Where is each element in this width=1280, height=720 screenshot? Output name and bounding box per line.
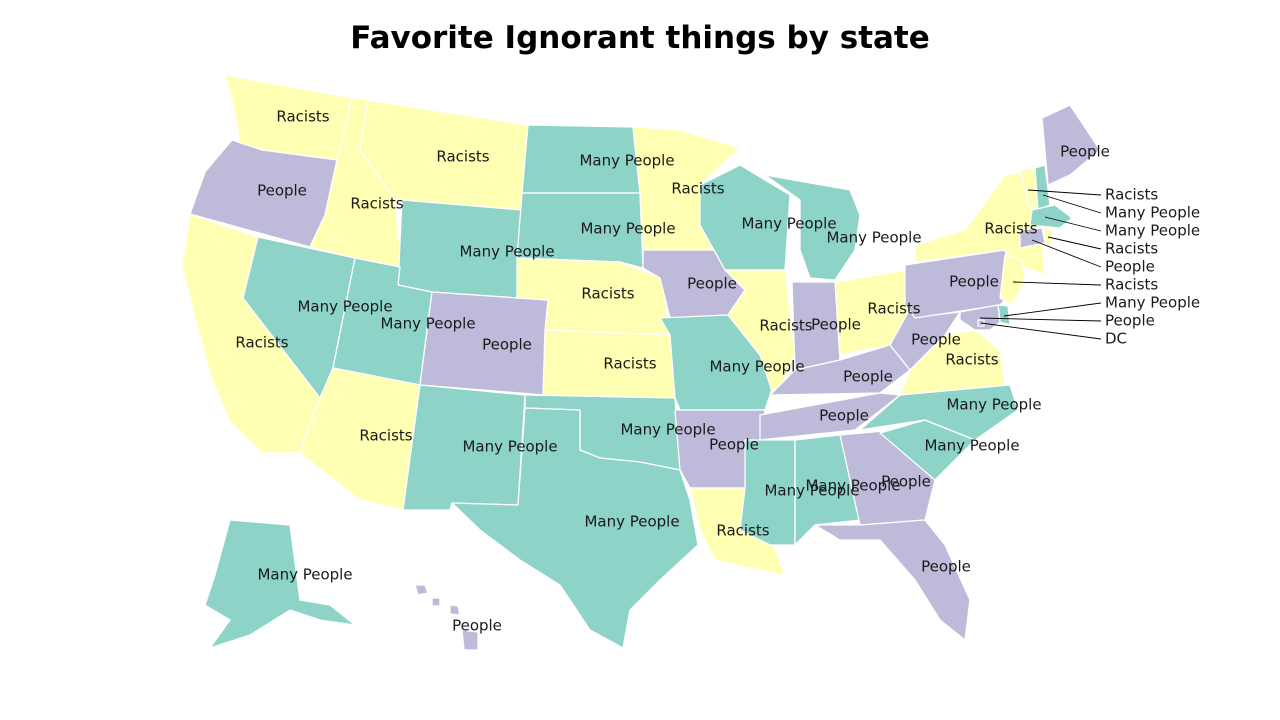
leader-vt xyxy=(1027,189,1102,196)
state-label-ok: Many People xyxy=(620,421,715,439)
state-fl xyxy=(814,519,971,641)
state-label-co: People xyxy=(482,336,532,354)
callout-label-md: People xyxy=(1105,312,1155,330)
state-ak xyxy=(204,519,356,649)
state-nj xyxy=(999,254,1026,306)
state-label-nd: Many People xyxy=(579,152,674,170)
state-hi xyxy=(414,584,479,651)
state-label-ak: Many People xyxy=(257,566,352,584)
callout-label-dc: DC xyxy=(1105,330,1127,348)
state-label-or: People xyxy=(257,182,307,200)
state-label-az: Racists xyxy=(359,427,412,445)
state-label-sc: Many People xyxy=(924,437,1019,455)
callout-label-vt: Racists xyxy=(1105,186,1158,204)
state-ny xyxy=(914,169,1046,276)
state-tx xyxy=(451,407,699,649)
leader-nh xyxy=(1042,194,1102,214)
state-label-sd: Many People xyxy=(580,220,675,238)
callout-label-ct: People xyxy=(1105,258,1155,276)
callout-label-de: Many People xyxy=(1105,294,1200,312)
leader-md xyxy=(979,317,1102,322)
state-label-hi: People xyxy=(452,617,502,635)
state-label-mo: Many People xyxy=(709,358,804,376)
callout-leader-lines xyxy=(979,189,1102,340)
state-ma xyxy=(1029,204,1073,229)
state-nh xyxy=(1034,164,1051,211)
leader-nj xyxy=(1012,281,1102,286)
state-shapes xyxy=(181,74,1101,651)
state-label-tx: Many People xyxy=(584,513,679,531)
state-label-nc: Many People xyxy=(946,396,1041,414)
state-label-ar: People xyxy=(709,436,759,454)
state-me xyxy=(1041,104,1101,186)
state-label-wi: Many People xyxy=(741,215,836,233)
state-label-ky: People xyxy=(843,368,893,386)
state-label-me: People xyxy=(1060,143,1110,161)
leader-ct xyxy=(1031,239,1102,268)
state-nc xyxy=(859,384,1019,441)
state-label-nm: Many People xyxy=(462,438,557,456)
state-label-in: People xyxy=(811,316,861,334)
state-label-fl: People xyxy=(921,558,971,576)
leader-ma xyxy=(1044,216,1102,232)
state-label-tn: People xyxy=(819,407,869,425)
state-label-mn: Racists xyxy=(671,180,724,198)
map-title: Favorite Ignorant things by state xyxy=(350,20,930,56)
state-label-mi: Many People xyxy=(826,229,921,247)
state-mi xyxy=(764,174,861,281)
leader-ri xyxy=(1047,236,1102,250)
state-label-wa: Racists xyxy=(276,108,329,126)
callout-label-ri: Racists xyxy=(1105,240,1158,258)
state-label-ks: Racists xyxy=(603,355,656,373)
state-label-la: Racists xyxy=(716,522,769,540)
state-label-oh: Racists xyxy=(867,300,920,318)
state-label-wy: Many People xyxy=(459,243,554,261)
state-label-wv: People xyxy=(911,331,961,349)
state-label-ms: Many People xyxy=(764,482,859,500)
state-tn xyxy=(759,392,901,441)
state-label-ia: People xyxy=(687,275,737,293)
leader-dc xyxy=(980,322,1102,340)
state-label-al: Many People xyxy=(805,477,900,495)
state-label-ca: Racists xyxy=(235,334,288,352)
state-sd xyxy=(516,192,644,269)
leader-de xyxy=(1003,302,1102,317)
state-label-id: Racists xyxy=(350,195,403,213)
callout-label-nj: Racists xyxy=(1105,276,1158,294)
state-il xyxy=(724,269,796,401)
state-label-mt: Racists xyxy=(436,148,489,166)
state-al xyxy=(794,434,861,546)
state-label-va: Racists xyxy=(945,351,998,369)
state-label-ny: Racists xyxy=(984,220,1037,238)
callout-label-nh: Many People xyxy=(1105,204,1200,222)
state-label-ga: People xyxy=(881,473,931,491)
state-label-il: Racists xyxy=(759,317,812,335)
callout-label-ma: Many People xyxy=(1105,222,1200,240)
state-label-ut: Many People xyxy=(380,315,475,333)
state-label-ne: Racists xyxy=(581,285,634,303)
state-label-pa: People xyxy=(949,273,999,291)
state-label-nv: Many People xyxy=(297,298,392,316)
state-ri xyxy=(1043,227,1054,245)
